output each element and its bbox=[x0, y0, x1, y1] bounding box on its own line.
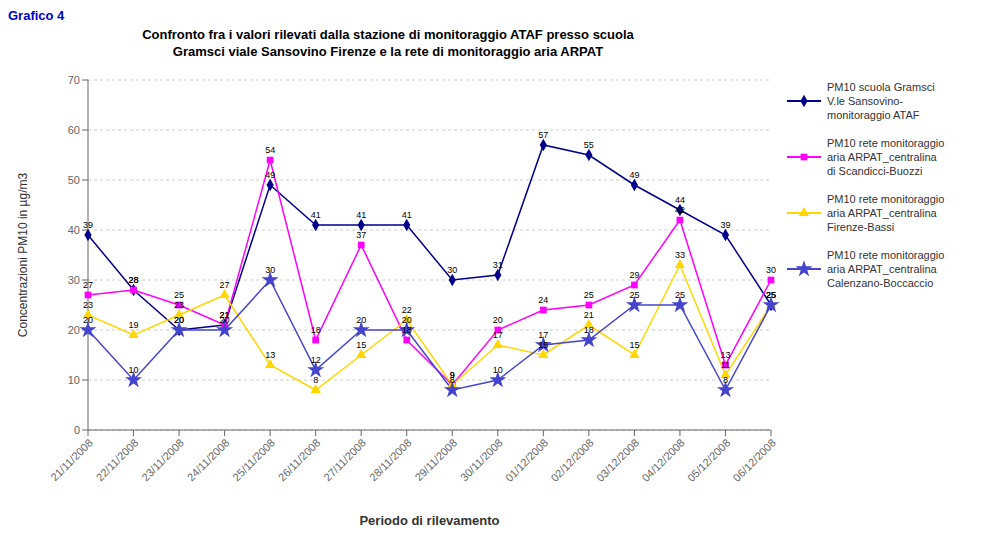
svg-text:41: 41 bbox=[402, 210, 412, 220]
svg-text:54: 54 bbox=[265, 145, 275, 155]
svg-text:04/12/2008: 04/12/2008 bbox=[639, 436, 686, 483]
svg-text:05/12/2008: 05/12/2008 bbox=[685, 436, 732, 483]
svg-text:39: 39 bbox=[720, 220, 730, 230]
svg-text:28/11/2008: 28/11/2008 bbox=[367, 436, 414, 483]
html-text:PM10 rete monitoraggio aria AR: PM10 rete monitoraggio aria ARPAT_centra… bbox=[827, 193, 945, 233]
svg-text:21: 21 bbox=[584, 310, 594, 320]
svg-text:33: 33 bbox=[675, 250, 685, 260]
svg-text:25: 25 bbox=[174, 290, 184, 300]
svg-text:20: 20 bbox=[493, 315, 503, 325]
svg-text:31: 31 bbox=[493, 260, 503, 270]
svg-text:22/11/2008: 22/11/2008 bbox=[94, 436, 141, 483]
svg-text:15: 15 bbox=[538, 340, 548, 350]
svg-text:Periodo di rilevamento: Periodo di rilevamento bbox=[359, 513, 499, 528]
svg-text:27: 27 bbox=[83, 280, 93, 290]
svg-text:20: 20 bbox=[174, 315, 184, 325]
svg-text:42: 42 bbox=[675, 205, 685, 215]
svg-text:17: 17 bbox=[493, 330, 503, 340]
svg-text:50: 50 bbox=[68, 174, 80, 186]
svg-text:8: 8 bbox=[313, 375, 318, 385]
svg-text:49: 49 bbox=[629, 170, 639, 180]
svg-text:55: 55 bbox=[584, 140, 594, 150]
svg-text:25: 25 bbox=[766, 290, 776, 300]
svg-text:41: 41 bbox=[311, 210, 321, 220]
html-text:PM10 rete monitoraggio aria AR: PM10 rete monitoraggio aria ARPAT_centra… bbox=[827, 249, 945, 289]
svg-text:10: 10 bbox=[68, 374, 80, 386]
svg-text:37: 37 bbox=[356, 230, 366, 240]
svg-text:20: 20 bbox=[68, 324, 80, 336]
svg-text:25: 25 bbox=[629, 290, 639, 300]
svg-text:30: 30 bbox=[68, 274, 80, 286]
svg-text:11: 11 bbox=[721, 360, 730, 370]
svg-text:27: 27 bbox=[220, 280, 230, 290]
svg-text:13: 13 bbox=[265, 350, 275, 360]
svg-text:23: 23 bbox=[83, 300, 93, 310]
svg-text:39: 39 bbox=[83, 220, 93, 230]
svg-text:60: 60 bbox=[68, 124, 80, 136]
svg-text:21/11/2008: 21/11/2008 bbox=[48, 436, 95, 483]
svg-text:23/11/2008: 23/11/2008 bbox=[139, 436, 186, 483]
svg-text:29: 29 bbox=[629, 270, 639, 280]
svg-text:02/12/2008: 02/12/2008 bbox=[548, 436, 595, 483]
svg-text:Concentrazioni PM10 in µg/m3: Concentrazioni PM10 in µg/m3 bbox=[16, 173, 30, 338]
svg-text:18: 18 bbox=[402, 325, 412, 335]
svg-text:19: 19 bbox=[129, 320, 139, 330]
svg-text:10: 10 bbox=[493, 365, 503, 375]
svg-text:20: 20 bbox=[402, 315, 412, 325]
svg-text:40: 40 bbox=[68, 224, 80, 236]
svg-text:20: 20 bbox=[83, 315, 93, 325]
svg-text:26/11/2008: 26/11/2008 bbox=[276, 436, 323, 483]
svg-text:27/11/2008: 27/11/2008 bbox=[321, 436, 368, 483]
svg-text:49: 49 bbox=[265, 170, 275, 180]
svg-text:25/11/2008: 25/11/2008 bbox=[230, 436, 277, 483]
svg-text:8: 8 bbox=[450, 375, 455, 385]
svg-text:13: 13 bbox=[720, 350, 730, 360]
svg-text:10: 10 bbox=[129, 365, 139, 375]
svg-text:22: 22 bbox=[402, 305, 412, 315]
svg-text:8: 8 bbox=[723, 375, 728, 385]
svg-text:15: 15 bbox=[629, 340, 639, 350]
svg-text:03/12/2008: 03/12/2008 bbox=[594, 436, 641, 483]
html-text:Gramsci viale Sansovino Firenz: Gramsci viale Sansovino Firenze e la ret… bbox=[172, 44, 604, 59]
svg-text:24: 24 bbox=[538, 295, 548, 305]
svg-text:41: 41 bbox=[356, 210, 366, 220]
svg-text:0: 0 bbox=[74, 424, 80, 436]
svg-text:18: 18 bbox=[311, 325, 321, 335]
svg-text:29/11/2008: 29/11/2008 bbox=[412, 436, 459, 483]
html-text:PM10 scuola Gramsci V.le Sanso: PM10 scuola Gramsci V.le Sansovino- moni… bbox=[827, 81, 935, 121]
html-text:Grafico 4: Grafico 4 bbox=[8, 8, 65, 23]
svg-text:06/12/2008: 06/12/2008 bbox=[731, 436, 778, 483]
svg-text:30: 30 bbox=[447, 265, 457, 275]
svg-text:57: 57 bbox=[538, 130, 548, 140]
svg-text:30: 30 bbox=[265, 265, 275, 275]
svg-text:20: 20 bbox=[220, 315, 230, 325]
svg-text:25: 25 bbox=[584, 290, 594, 300]
svg-text:25: 25 bbox=[766, 290, 776, 300]
svg-text:20: 20 bbox=[356, 315, 366, 325]
svg-text:15: 15 bbox=[356, 340, 366, 350]
svg-text:44: 44 bbox=[675, 195, 685, 205]
svg-text:18: 18 bbox=[584, 325, 594, 335]
html-text:PM10 rete monitoraggio aria AR: PM10 rete monitoraggio aria ARPAT_centra… bbox=[827, 137, 945, 177]
svg-text:24/11/2008: 24/11/2008 bbox=[185, 436, 232, 483]
svg-text:30: 30 bbox=[766, 265, 776, 275]
svg-text:17: 17 bbox=[538, 330, 548, 340]
svg-text:25: 25 bbox=[766, 290, 776, 300]
svg-text:25: 25 bbox=[675, 290, 685, 300]
svg-text:01/12/2008: 01/12/2008 bbox=[503, 436, 550, 483]
svg-text:30/11/2008: 30/11/2008 bbox=[458, 436, 505, 483]
svg-text:28: 28 bbox=[129, 275, 139, 285]
svg-text:70: 70 bbox=[68, 74, 80, 86]
svg-text:20: 20 bbox=[174, 315, 184, 325]
svg-text:28: 28 bbox=[129, 275, 139, 285]
html-text:Confronto fra i valori rilevat: Confronto fra i valori rilevati dalla st… bbox=[142, 27, 634, 42]
svg-text:12: 12 bbox=[311, 355, 321, 365]
svg-text:23: 23 bbox=[174, 300, 184, 310]
